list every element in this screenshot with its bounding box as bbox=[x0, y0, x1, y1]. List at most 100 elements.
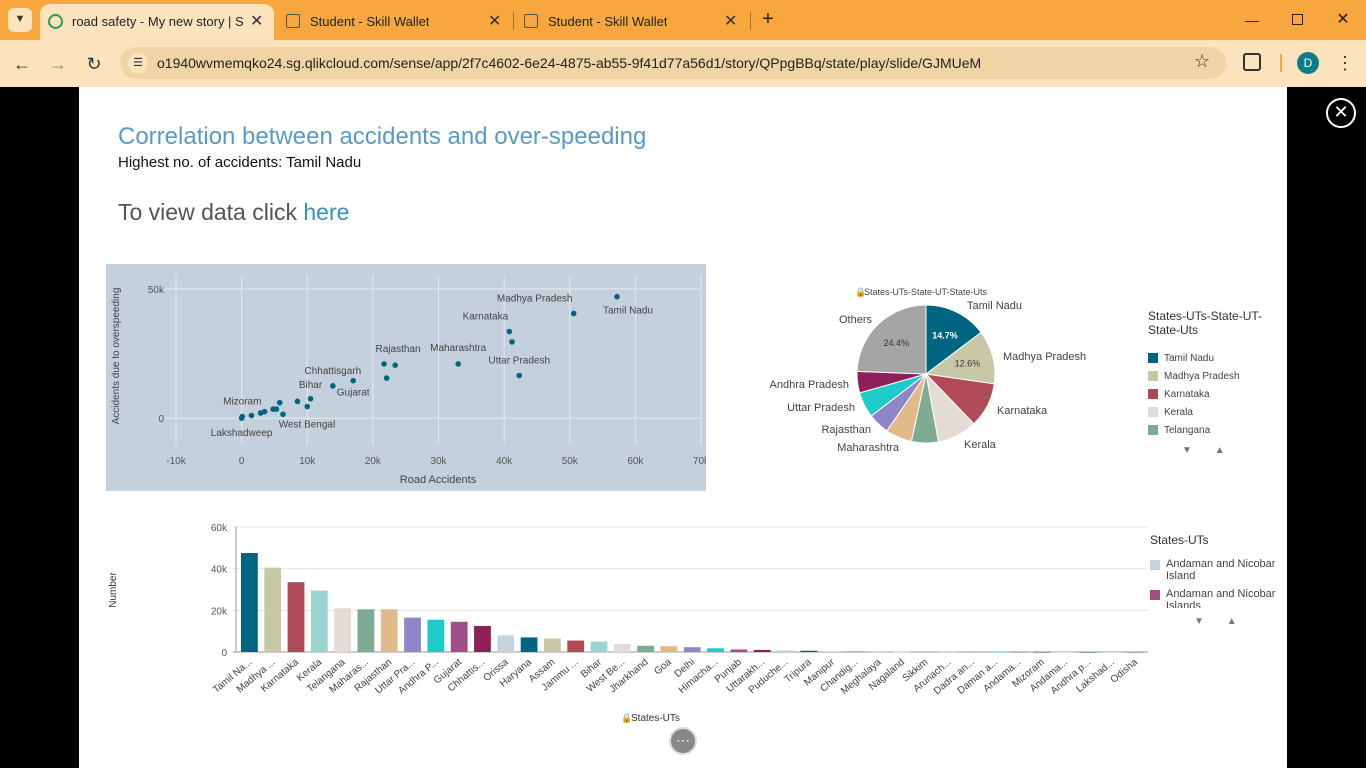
scatter-point[interactable] bbox=[614, 293, 620, 300]
tab-search-button[interactable]: ▼ bbox=[8, 8, 32, 32]
bar[interactable] bbox=[893, 651, 911, 653]
bar[interactable] bbox=[497, 635, 515, 652]
scatter-point[interactable] bbox=[509, 339, 515, 345]
pie-legend-item[interactable]: Madhya Pradesh bbox=[1148, 367, 1278, 385]
scatter-point[interactable] bbox=[383, 375, 390, 381]
back-button[interactable]: ← bbox=[13, 54, 31, 74]
pie-slice[interactable] bbox=[925, 304, 982, 376]
bar[interactable] bbox=[637, 645, 655, 652]
scatter-point[interactable] bbox=[276, 399, 283, 406]
tab-skill-wallet-2[interactable]: Student - Skill Wallet ✕ bbox=[516, 4, 748, 40]
scatter-point[interactable] bbox=[304, 403, 311, 410]
scatter-point[interactable] bbox=[392, 362, 398, 368]
tab-skill-wallet-1[interactable]: Student - Skill Wallet ✕ bbox=[278, 4, 510, 40]
tab-close-icon[interactable]: ✕ bbox=[250, 13, 264, 30]
bookmark-star-icon[interactable]: ☆ bbox=[1194, 51, 1211, 71]
bar[interactable] bbox=[1033, 651, 1051, 653]
scatter-point[interactable] bbox=[570, 310, 577, 317]
bar[interactable] bbox=[916, 651, 934, 653]
extensions-icon[interactable] bbox=[1243, 53, 1261, 71]
scatter-point[interactable] bbox=[381, 361, 387, 367]
bar-legend-item[interactable]: Andaman and Nicobar Islands bbox=[1150, 588, 1282, 608]
pie-legend-item[interactable]: Karnataka bbox=[1148, 385, 1278, 403]
forward-button[interactable]: → bbox=[49, 54, 67, 74]
bar[interactable] bbox=[986, 651, 1004, 653]
legend-scroll-down-icon[interactable]: ▼ bbox=[1182, 445, 1192, 456]
bar[interactable] bbox=[777, 650, 794, 652]
legend-scroll-up-icon[interactable]: ▲ bbox=[1214, 445, 1225, 456]
bar[interactable] bbox=[1056, 651, 1074, 653]
bar[interactable] bbox=[1103, 651, 1121, 653]
bar[interactable] bbox=[264, 567, 282, 652]
close-window-button[interactable]: ✕ bbox=[1336, 11, 1350, 28]
bar[interactable] bbox=[567, 640, 585, 652]
bar[interactable] bbox=[823, 651, 841, 652]
address-bar[interactable]: ☰ o1940wvmemqko24.sg.qlikcloud.com/sense… bbox=[120, 47, 1226, 79]
view-data-link[interactable]: here bbox=[303, 199, 350, 225]
bar[interactable] bbox=[450, 621, 468, 652]
profile-avatar[interactable]: D bbox=[1297, 52, 1319, 74]
pie-legend-item[interactable]: Telangana bbox=[1148, 421, 1278, 439]
scatter-point[interactable] bbox=[280, 411, 286, 418]
bar[interactable] bbox=[427, 619, 445, 652]
bar[interactable] bbox=[870, 651, 888, 653]
scatter-point[interactable] bbox=[330, 383, 336, 389]
scatter-point[interactable] bbox=[238, 415, 245, 421]
bar[interactable] bbox=[590, 641, 608, 652]
bar[interactable] bbox=[334, 608, 352, 652]
slide-menu-button[interactable]: ⋯ bbox=[669, 727, 697, 755]
scatter-point[interactable] bbox=[516, 372, 523, 379]
bar[interactable] bbox=[310, 590, 328, 652]
bar[interactable] bbox=[707, 648, 724, 652]
scatter-point[interactable] bbox=[248, 412, 255, 419]
new-tab-button[interactable]: + bbox=[762, 8, 774, 30]
scatter-point[interactable] bbox=[307, 395, 314, 402]
browser-menu-icon[interactable]: ⋮ bbox=[1336, 53, 1354, 73]
bar[interactable] bbox=[287, 582, 305, 652]
bar[interactable] bbox=[800, 650, 818, 652]
site-info-icon[interactable]: ☰ bbox=[128, 53, 148, 73]
bar[interactable] bbox=[474, 625, 491, 652]
tab-close-icon[interactable]: ✕ bbox=[724, 13, 738, 30]
pie-legend-item[interactable]: Kerala bbox=[1148, 403, 1278, 421]
bar[interactable] bbox=[963, 651, 981, 653]
bar[interactable] bbox=[241, 553, 258, 652]
tab-title: Student - Skill Wallet bbox=[548, 14, 668, 29]
bar[interactable] bbox=[404, 617, 421, 652]
legend-scroll-down-icon[interactable]: ▼ bbox=[1194, 616, 1204, 627]
pie-legend-item[interactable]: Tamil Nadu bbox=[1148, 349, 1278, 367]
bar[interactable] bbox=[1010, 651, 1027, 653]
pie-chart[interactable]: 🔒 States-UTs-State-UT-State-Uts 14.7% Tam… bbox=[755, 283, 1115, 473]
bar-legend-item[interactable]: Andaman and Nicobar Island bbox=[1150, 558, 1282, 582]
bar[interactable] bbox=[847, 651, 864, 653]
bar[interactable] bbox=[1080, 651, 1097, 653]
bar[interactable] bbox=[660, 646, 678, 652]
bar[interactable] bbox=[940, 651, 958, 653]
reload-button[interactable]: ↻ bbox=[86, 54, 102, 74]
pie-slice[interactable] bbox=[856, 304, 927, 375]
bar[interactable] bbox=[683, 647, 701, 652]
scatter-point[interactable] bbox=[270, 406, 276, 412]
bar[interactable] bbox=[544, 638, 561, 652]
restore-button[interactable] bbox=[1285, 8, 1309, 32]
scatter-point[interactable] bbox=[294, 398, 301, 405]
bar[interactable] bbox=[613, 644, 631, 652]
tab-close-icon[interactable]: ✕ bbox=[488, 13, 502, 30]
scatter-point[interactable] bbox=[350, 377, 356, 384]
bar[interactable] bbox=[753, 649, 771, 652]
scatter-chart[interactable]: -10k 0 10k 20k 30k 40k 50k 60k 70k 0 50k Tamil Nad… bbox=[106, 264, 706, 491]
slide-subtitle: Highest no. of accidents: Tamil Nadu bbox=[118, 154, 362, 171]
exit-story-button[interactable]: ✕ bbox=[1326, 98, 1356, 128]
bar[interactable] bbox=[1126, 651, 1144, 653]
tab-road-safety[interactable]: road safety - My new story | Sto ✕ bbox=[40, 4, 274, 40]
scatter-point[interactable] bbox=[257, 410, 264, 416]
scatter-point[interactable] bbox=[455, 361, 461, 367]
scatter-point[interactable] bbox=[506, 328, 513, 335]
bar[interactable] bbox=[357, 609, 375, 652]
legend-scroll-up-icon[interactable]: ▲ bbox=[1226, 616, 1237, 627]
bar[interactable] bbox=[520, 637, 538, 652]
bar[interactable] bbox=[380, 609, 398, 652]
bar[interactable] bbox=[730, 649, 748, 653]
minimize-button[interactable]: — bbox=[1245, 12, 1259, 28]
